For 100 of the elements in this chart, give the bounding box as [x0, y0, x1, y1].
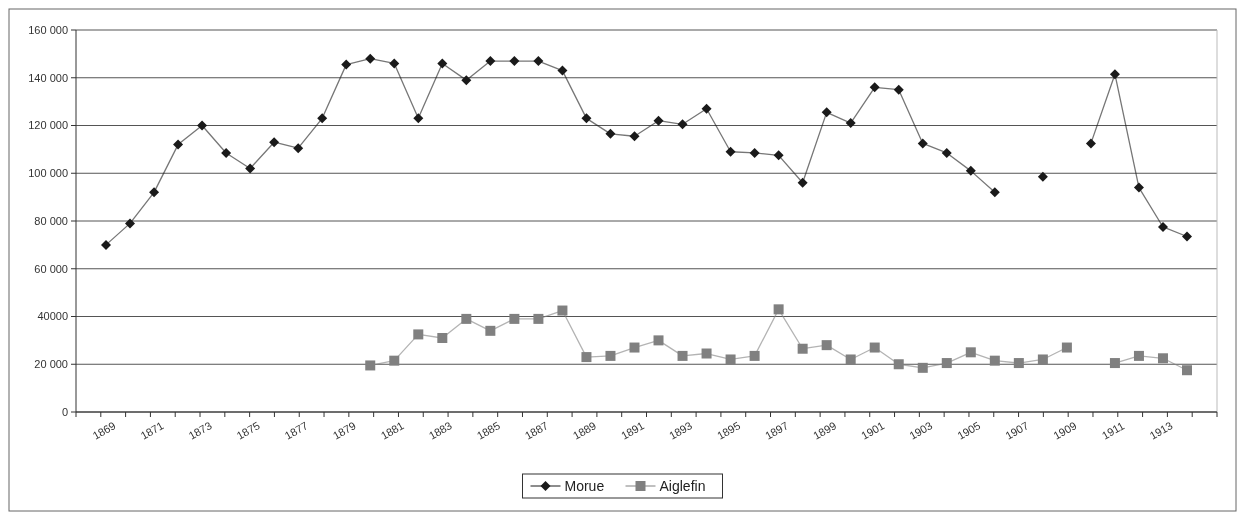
x-tick-label: 1893 [666, 419, 695, 442]
point [1061, 342, 1072, 353]
point [461, 313, 472, 324]
point [437, 58, 448, 69]
point [941, 147, 952, 158]
point [149, 187, 160, 198]
point [1109, 69, 1120, 80]
point [893, 359, 904, 370]
point [965, 165, 976, 176]
x-tick-label: 1907 [1003, 419, 1031, 442]
legend-label: Morue [564, 477, 605, 494]
point [389, 58, 400, 69]
point [1182, 365, 1192, 376]
x-tick-label: 1873 [186, 419, 214, 442]
point [1157, 353, 1168, 364]
x-tick-label: 1875 [234, 419, 262, 442]
point [1037, 171, 1048, 182]
point [581, 113, 592, 124]
point [629, 342, 640, 353]
point [245, 163, 256, 174]
point [1157, 221, 1168, 232]
y-tick-label: 60 000 [34, 262, 68, 275]
point [605, 350, 616, 361]
point [917, 362, 928, 373]
x-tick-label: 1879 [330, 419, 358, 442]
x-tick-label: 1883 [426, 419, 454, 442]
x-tick-label: 1909 [1051, 419, 1079, 442]
point [821, 107, 832, 118]
x-tick-label: 1903 [907, 419, 935, 442]
point [629, 131, 640, 142]
x-tick-label: 1885 [474, 419, 502, 442]
x-tick-label: 1897 [763, 419, 791, 442]
point [413, 113, 424, 124]
point [773, 150, 784, 161]
point [677, 119, 688, 130]
point [749, 350, 760, 361]
point [821, 340, 832, 351]
x-tick-label: 1889 [570, 419, 599, 442]
point [701, 348, 712, 359]
point [1085, 138, 1096, 149]
point [509, 56, 520, 67]
point [845, 354, 856, 365]
point [965, 347, 976, 358]
point [893, 84, 904, 95]
point [221, 147, 232, 158]
point [1182, 231, 1192, 242]
point [173, 139, 184, 150]
x-tick-label: 1899 [811, 419, 839, 442]
point [1013, 358, 1024, 369]
x-tick-label: 1905 [955, 419, 983, 442]
point [365, 53, 376, 64]
y-tick-label: 0 [61, 405, 68, 418]
x-tick-label: 1881 [378, 419, 406, 442]
point [509, 313, 520, 324]
point [797, 343, 808, 354]
x-tick-label: 1871 [138, 419, 166, 442]
point [461, 75, 472, 86]
point [653, 115, 664, 126]
x-tick-label: 1891 [618, 419, 647, 442]
point [725, 146, 736, 157]
x-tick-label: 1901 [859, 419, 887, 442]
point [605, 128, 616, 139]
point [269, 137, 280, 148]
point [701, 103, 712, 114]
point [533, 56, 544, 67]
point [293, 143, 304, 154]
point [1037, 354, 1048, 365]
y-tick-label: 140 000 [28, 71, 68, 84]
legend-label: Aiglefin [659, 477, 706, 494]
point [917, 138, 928, 149]
point [485, 56, 496, 67]
point [341, 59, 352, 70]
point [653, 335, 664, 346]
point [1109, 358, 1120, 369]
point [725, 354, 736, 365]
point [389, 355, 400, 366]
x-tick-label: 1913 [1147, 419, 1175, 442]
y-tick-label: 40000 [37, 310, 68, 323]
point [941, 358, 952, 369]
point [581, 352, 592, 363]
point [125, 218, 136, 229]
point [677, 350, 688, 361]
point [797, 177, 808, 188]
point [317, 113, 328, 124]
point [557, 305, 568, 316]
x-tick-label: 1869 [90, 419, 118, 442]
point [1133, 350, 1144, 361]
point [749, 147, 760, 158]
point [869, 342, 880, 353]
y-tick-label: 160 000 [28, 23, 68, 36]
point [101, 239, 111, 250]
point [197, 120, 208, 131]
point [845, 118, 856, 129]
x-tick-label: 1895 [714, 419, 743, 442]
x-tick-label: 1887 [522, 419, 550, 442]
point [437, 332, 448, 343]
point [557, 65, 568, 76]
x-tick-label: 1911 [1099, 419, 1127, 442]
y-tick-label: 20 000 [34, 358, 68, 371]
y-tick-label: 80 000 [34, 214, 68, 227]
